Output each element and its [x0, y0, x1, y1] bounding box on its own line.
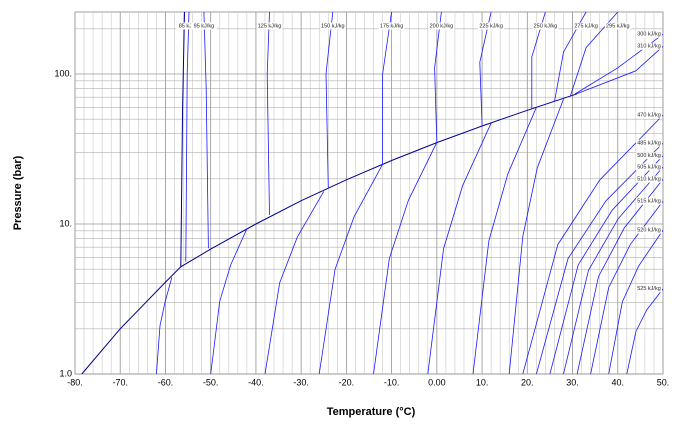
label-bg	[636, 226, 662, 234]
label-bg	[636, 163, 662, 171]
line	[472, 107, 537, 374]
isenthalp-line	[608, 229, 663, 374]
x-tick-label: -70.	[112, 377, 128, 387]
line-label: 515 kJ/kg	[637, 199, 661, 205]
line-label: 125 kJ/kg	[258, 23, 282, 29]
x-axis-title: Temperature (°C)	[327, 406, 416, 418]
label-bg	[256, 22, 283, 30]
line-label: 300 kJ/kg	[637, 32, 661, 38]
line-label: 470 kJ/kg	[637, 113, 661, 119]
line-label: 275 kJ/kg	[574, 23, 598, 29]
label-bg	[636, 197, 662, 205]
line-label: 500 kJ/kg	[637, 153, 661, 159]
label-bg	[636, 152, 662, 160]
isenthalp-line	[549, 155, 663, 374]
line-label: 525 kJ/kg	[637, 286, 661, 292]
line	[210, 228, 248, 374]
y-tick-label: 100.	[54, 68, 72, 78]
isenthalp-line	[563, 166, 663, 374]
line-label: 85 kJ/kg	[179, 23, 199, 29]
plot-lines	[81, 12, 663, 374]
line-label: 225 kJ/kg	[479, 23, 503, 29]
isenthalp-line	[203, 12, 209, 249]
isenthalp-line	[266, 12, 270, 215]
isenthalp-line	[536, 142, 663, 374]
label-bg	[636, 175, 662, 183]
label-bg	[428, 22, 455, 30]
x-tick-label: 20.	[521, 377, 534, 387]
x-tick-label: 10.	[476, 377, 489, 387]
label-bg	[636, 139, 662, 147]
line-label: 175 kJ/kg	[380, 23, 404, 29]
isenthalp-line	[590, 200, 663, 374]
x-tick-label: -50.	[203, 377, 219, 387]
isenthalp-line	[325, 12, 334, 188]
line-label: 250 kJ/kg	[534, 23, 558, 29]
line	[318, 164, 383, 374]
line-label: 505 kJ/kg	[637, 164, 661, 170]
line-label: 310 kJ/kg	[637, 44, 661, 50]
isenthalp-line	[522, 114, 663, 374]
x-tick-label: -20.	[339, 377, 355, 387]
plot-area	[74, 11, 664, 375]
line-label: 150 kJ/kg	[321, 23, 345, 29]
line-label: 200 kJ/kg	[430, 23, 454, 29]
line-label: 510 kJ/kg	[637, 177, 661, 183]
line-label: 520 kJ/kg	[637, 228, 661, 234]
x-tick-label: 0.00	[428, 377, 446, 387]
y-tick-label: 10.	[59, 218, 72, 228]
isenthalp-line	[576, 46, 663, 94]
line	[508, 98, 564, 374]
y-tick-label: 1.0	[59, 368, 72, 378]
line-label: 485 kJ/kg	[637, 141, 661, 147]
isenthalp-line	[626, 288, 663, 374]
line-label: 95 kJ/kg	[194, 23, 214, 29]
line	[156, 277, 173, 374]
x-tick-label: 50.	[657, 377, 670, 387]
label-bg	[636, 30, 662, 38]
x-tick-label: -10.	[384, 377, 400, 387]
x-tick-label: -30.	[293, 377, 309, 387]
line	[180, 12, 185, 267]
x-tick-label: -80.	[67, 377, 83, 387]
line	[264, 191, 325, 374]
isenthalp-line	[185, 12, 190, 262]
label-bg	[175, 22, 202, 30]
label-bg	[190, 22, 217, 30]
label-bg	[604, 22, 631, 30]
label-bg	[532, 22, 559, 30]
x-tick-label: -40.	[248, 377, 264, 387]
isenthalp-line	[434, 12, 442, 143]
label-bg	[636, 42, 662, 50]
label-bg	[378, 22, 405, 30]
line-label: 295 kJ/kg	[606, 23, 630, 29]
label-bg	[636, 285, 662, 293]
x-tick-label: -60.	[158, 377, 174, 387]
line	[427, 123, 492, 374]
label-bg	[636, 111, 662, 119]
x-tick-label: 30.	[566, 377, 579, 387]
line	[373, 142, 438, 374]
y-axis-title: Pressure (bar)	[12, 155, 24, 230]
label-bg	[478, 22, 505, 30]
label-bg	[573, 22, 600, 30]
label-bg	[319, 22, 346, 30]
isenthalp-line	[382, 12, 392, 165]
x-tick-label: 40.	[612, 377, 625, 387]
